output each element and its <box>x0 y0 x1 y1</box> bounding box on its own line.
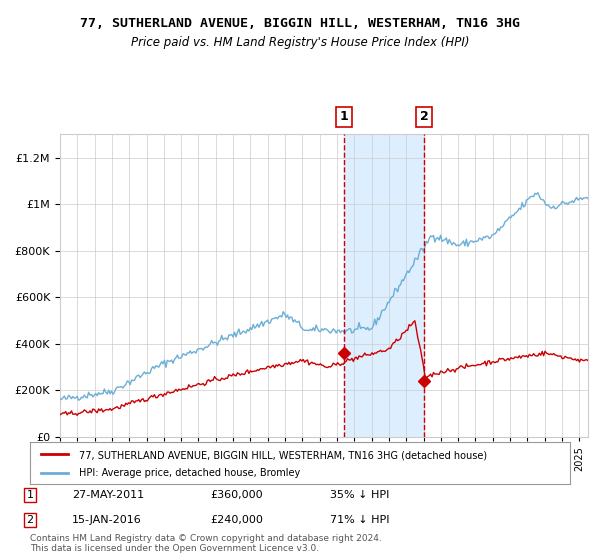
Text: Contains HM Land Registry data © Crown copyright and database right 2024.
This d: Contains HM Land Registry data © Crown c… <box>30 534 382 553</box>
Text: 1: 1 <box>340 110 349 123</box>
Text: Price paid vs. HM Land Registry's House Price Index (HPI): Price paid vs. HM Land Registry's House … <box>131 36 469 49</box>
Text: 77, SUTHERLAND AVENUE, BIGGIN HILL, WESTERHAM, TN16 3HG (detached house): 77, SUTHERLAND AVENUE, BIGGIN HILL, WEST… <box>79 450 487 460</box>
Text: 71% ↓ HPI: 71% ↓ HPI <box>330 515 389 525</box>
Text: 35% ↓ HPI: 35% ↓ HPI <box>330 490 389 500</box>
Text: 1: 1 <box>26 490 34 500</box>
Text: 27-MAY-2011: 27-MAY-2011 <box>72 490 144 500</box>
Text: 15-JAN-2016: 15-JAN-2016 <box>72 515 142 525</box>
Bar <box>344 134 424 437</box>
Text: £360,000: £360,000 <box>210 490 263 500</box>
Text: 2: 2 <box>420 110 428 123</box>
Text: £240,000: £240,000 <box>210 515 263 525</box>
Text: HPI: Average price, detached house, Bromley: HPI: Average price, detached house, Brom… <box>79 469 300 478</box>
Text: 2: 2 <box>26 515 34 525</box>
Text: 77, SUTHERLAND AVENUE, BIGGIN HILL, WESTERHAM, TN16 3HG: 77, SUTHERLAND AVENUE, BIGGIN HILL, WEST… <box>80 17 520 30</box>
